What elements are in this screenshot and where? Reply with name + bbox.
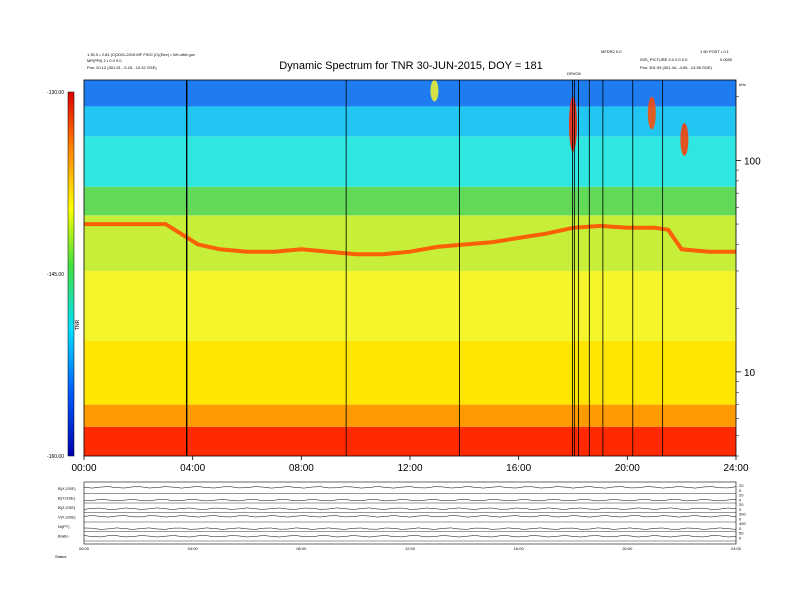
lower-right-tick-6: 300	[739, 512, 746, 517]
lower-right-tick-3: 0	[739, 497, 742, 502]
colorbar-tick-2: -160.00	[47, 454, 64, 460]
lower-right-tick-0: 20	[739, 483, 744, 488]
lower-panel-x-ticks: 00:00 04:00 08:00 12:00 16:00 20:00 24:00	[79, 546, 742, 551]
lower-panel-frame	[83, 481, 737, 545]
lower-trace-1	[83, 499, 737, 502]
lower-panels: B(X,GSE) B(Y,GSE) B(Z,GSE) V(X,GSE) Ni(PT) Br…	[55, 481, 746, 559]
burst-1	[647, 96, 656, 130]
y-tick-label-1: 10	[744, 368, 756, 379]
header-right-line3: 1.50 POST • 0.1	[700, 49, 730, 54]
x-tick-label-1: 04:00	[180, 463, 205, 474]
lower-label-5: Bratio	[58, 534, 69, 539]
band-5	[84, 186, 736, 216]
lower-x-tick-3: 12:00	[405, 546, 416, 551]
lower-right-tick-4: 20	[739, 502, 744, 507]
band-8	[84, 80, 736, 107]
burst-3	[430, 80, 439, 102]
corner-unit-label: kHz	[739, 82, 746, 87]
status-label: Status	[55, 554, 66, 559]
band-0	[84, 426, 736, 456]
lower-panel-traces	[83, 486, 737, 538]
lower-label-4: Ni(PT)	[58, 524, 70, 529]
header-left-line1: 1.30.0 • 2.81 (C)2001-2015 MF FSOI (C)(D…	[87, 52, 195, 57]
band-6	[84, 136, 736, 187]
lower-label-1: B(Y,GSE)	[58, 496, 76, 501]
plasma-line	[84, 222, 736, 257]
lower-right-tick-10: 50	[739, 531, 744, 536]
lower-label-0: B(X,GSE)	[58, 486, 76, 491]
lower-x-tick-2: 08:00	[296, 546, 307, 551]
header-right-line2: ISIS_PICTURE 0.0 0.0 0.0	[640, 57, 688, 62]
lower-right-tick-1: 0	[739, 488, 742, 493]
lower-right-tick-9: 0	[739, 526, 742, 531]
y-axis-ticks: 100 10	[736, 96, 761, 457]
vertical-markers	[185, 80, 664, 456]
lower-x-tick-6: 24:00	[731, 546, 742, 551]
y-tick-label-0: 100	[744, 156, 761, 167]
x-axis-ticks: 00:00 04:00 08:00 12:00 16:00 20:00 24:00	[71, 456, 749, 474]
lower-label-2: B(Z,GSE)	[58, 505, 76, 510]
burst-0	[569, 96, 577, 152]
lower-trace-5	[83, 535, 737, 538]
header-right-line5: Pos: 301.93 (301.44, -4.69, -13.59 GSE)	[640, 65, 712, 70]
lower-x-tick-4: 16:00	[514, 546, 525, 551]
header-right-line4: 0.0000	[720, 57, 733, 62]
chart-title: Dynamic Spectrum for TNR 30-JUN-2015, DO…	[279, 60, 542, 72]
band-7	[84, 106, 736, 137]
frequency-bands	[84, 80, 736, 456]
lower-right-tick-5: 0	[739, 507, 742, 512]
band-2	[84, 340, 736, 405]
lower-panel-labels: B(X,GSE) B(Y,GSE) B(Z,GSE) V(X,GSE) Ni(PT) Br…	[58, 486, 736, 542]
x-tick-label-4: 16:00	[506, 463, 531, 474]
colorbar-tick-0: -130.00	[47, 90, 64, 96]
lower-trace-3	[83, 515, 737, 518]
header-right-line1: MFDR2 0.0	[601, 49, 622, 54]
colorbar-tick-1: -145.00	[47, 272, 64, 278]
header-left-line2: MP(PRI) 2 • 0.0 0.0	[87, 58, 122, 63]
burst-2	[680, 123, 689, 156]
x-tick-label-3: 12:00	[397, 463, 422, 474]
x-tick-label-2: 08:00	[289, 463, 314, 474]
band-3	[84, 270, 736, 341]
header-left-line3: Pos: 20.12 (301.51, -5.29, -13.32 GSE)	[87, 65, 157, 70]
lower-trace-0	[83, 486, 737, 489]
lower-trace-4	[83, 527, 737, 530]
radio-bursts	[430, 80, 689, 156]
lower-right-tick-11: 0	[739, 535, 742, 540]
lower-right-tick-2: 20	[739, 493, 744, 498]
spectrogram	[83, 79, 737, 457]
lower-x-tick-0: 00:00	[79, 546, 90, 551]
colorbar-ticks: -130.00 -145.00 -160.00	[47, 90, 64, 460]
colorbar-label: TNR	[75, 319, 81, 330]
lower-trace-2	[83, 507, 737, 510]
lower-x-tick-1: 04:00	[188, 546, 199, 551]
event-label: DRVO6	[567, 71, 581, 76]
lower-label-3: V(X,GSE)	[58, 515, 76, 520]
x-tick-label-0: 00:00	[71, 463, 96, 474]
x-tick-label-6: 24:00	[723, 463, 748, 474]
band-1	[84, 404, 736, 427]
colorbar	[67, 91, 75, 457]
lower-right-tick-8: 400	[739, 521, 746, 526]
lower-x-tick-5: 20:00	[622, 546, 633, 551]
x-tick-label-5: 20:00	[615, 463, 640, 474]
band-4	[84, 215, 736, 271]
lower-right-tick-7: 0	[739, 516, 742, 521]
